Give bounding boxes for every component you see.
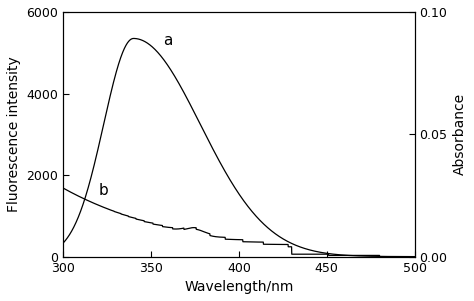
Y-axis label: Fluorescence intensity: Fluorescence intensity	[7, 56, 21, 212]
X-axis label: Wavelength/nm: Wavelength/nm	[184, 280, 293, 294]
Text: b: b	[99, 184, 108, 198]
Y-axis label: Absorbance: Absorbance	[453, 93, 467, 175]
Text: a: a	[164, 33, 173, 48]
